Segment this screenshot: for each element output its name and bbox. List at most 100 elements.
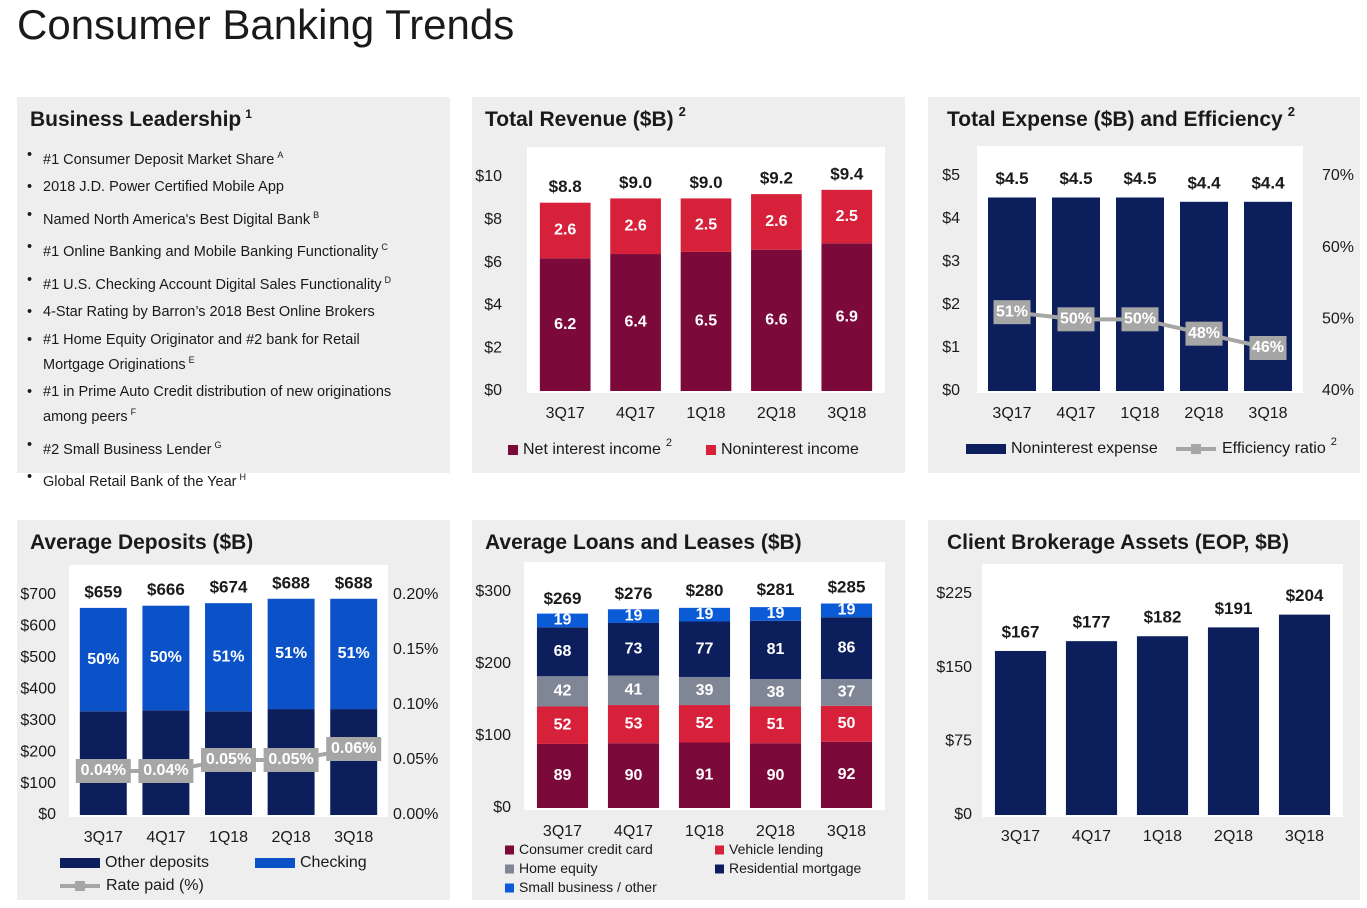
legend-label: Noninterest expense [1011,440,1158,457]
share-label: 50% [87,651,119,668]
legend-label: Other deposits [105,854,209,871]
share-label: 51% [275,645,307,662]
chart-title-text: Client Brokerage Assets (EOP, $B) [947,531,1289,554]
x-tick-label: 3Q17 [84,829,123,846]
list-item: #1 in Prime Auto Credit distribution of … [25,382,425,427]
segment-label: 39 [696,682,714,699]
x-tick-label: 4Q17 [616,405,655,422]
value-label: $4.5 [1123,169,1156,188]
y-tick-label: $75 [945,733,972,750]
legend-label-text: Residential mortgage [729,860,862,876]
chart-title: Total Revenue ($B) 2 [485,104,686,130]
segment-label: 6.6 [765,312,787,329]
segment-label: 6.5 [695,313,717,330]
segment-label: 92 [838,766,856,783]
chart-title: Client Brokerage Assets (EOP, $B) [947,531,1289,554]
x-tick-label: 2Q18 [757,405,796,422]
footnote-mark: 1 [245,107,252,121]
x-tick-label: 3Q18 [827,823,866,840]
y-tick-label: $0 [942,382,960,399]
bar [1065,641,1118,815]
point-label-box [326,737,382,761]
x-tick-label: 3Q17 [1001,828,1040,845]
segment-label: 77 [696,640,714,657]
bar [820,617,873,680]
legend-label-text: Vehicle lending [729,841,823,857]
total-label: $269 [544,589,582,608]
bar [820,705,873,742]
bar [1136,636,1189,815]
bar [749,607,802,621]
legend-label: Vehicle lending [729,841,823,857]
segment-label: 90 [625,767,643,784]
bar [610,198,661,255]
y2-tick-label: 0.20% [393,586,438,603]
x-tick-label: 1Q18 [686,405,725,422]
value-label: $4.5 [1059,169,1092,188]
bar [1180,201,1228,391]
x-tick-label: 1Q18 [685,823,724,840]
point-label-box [138,759,194,783]
y-tick-label: $5 [942,167,960,184]
y-tick-label: $6 [484,254,502,271]
legend-label-text: Consumer credit card [519,841,653,857]
footnote-mark: 2 [1331,436,1337,448]
bar [536,613,589,628]
segment-label: 2.5 [836,208,858,225]
y2-tick-label: 70% [1322,167,1354,184]
legend-label-text: Checking [300,854,367,871]
bar [607,743,660,808]
legend-swatch [706,445,716,455]
y-tick-label: $4 [484,297,502,314]
footnote-mark: A [277,150,284,160]
segment-label: 2.6 [624,217,646,234]
legend-label-text: Home equity [519,860,598,876]
point-label: 46% [1252,339,1284,356]
y-tick-label: $100 [475,727,511,744]
value-label: $167 [1002,622,1040,641]
point-label-box [75,759,131,783]
x-tick-label: 4Q17 [1056,405,1095,422]
bar [749,743,802,808]
legend-label: Consumer credit card [519,841,653,857]
y-tick-label: $200 [475,655,511,672]
bar [142,605,190,711]
bar [536,627,589,677]
segment-label: 6.9 [836,308,858,325]
footnote-mark: H [239,472,246,483]
panel-title: Business Leadership 1 [30,107,252,132]
page-title: Consumer Banking Trends [17,1,514,48]
bar [680,198,732,252]
bar [678,676,731,706]
legend-label: Residential mortgage [729,860,862,876]
bar [610,254,661,391]
bar [607,675,660,706]
bar [205,603,252,712]
footnote-mark: D [384,274,392,285]
panel-title-text: Business Leadership [30,108,242,131]
chart-title-text: Total Expense ($B) and Efficiency [947,108,1283,131]
legend-label: Noninterest income [721,441,859,458]
segment-label: 41 [625,681,643,698]
segment-label: 52 [554,716,572,733]
y-tick-label: $2 [942,296,960,313]
bar [539,202,591,259]
footnote-mark: 2 [666,437,672,449]
y-tick-label: $10 [475,168,502,185]
legend-label-text: Net interest income [523,441,661,458]
x-tick-label: 1Q18 [209,829,248,846]
segment-label: 89 [554,767,572,784]
bar [678,607,731,622]
value-label: $4.4 [1251,173,1285,192]
bar [536,676,589,707]
y-tick-label: $225 [936,585,972,602]
value-label: $4.4 [1187,173,1221,192]
point-label-box [1057,307,1095,332]
legend-label-text: Noninterest expense [1011,440,1158,457]
chart-title-text: Average Loans and Leases ($B) [485,531,802,554]
bar [678,621,731,677]
point-label: 50% [1060,311,1092,328]
